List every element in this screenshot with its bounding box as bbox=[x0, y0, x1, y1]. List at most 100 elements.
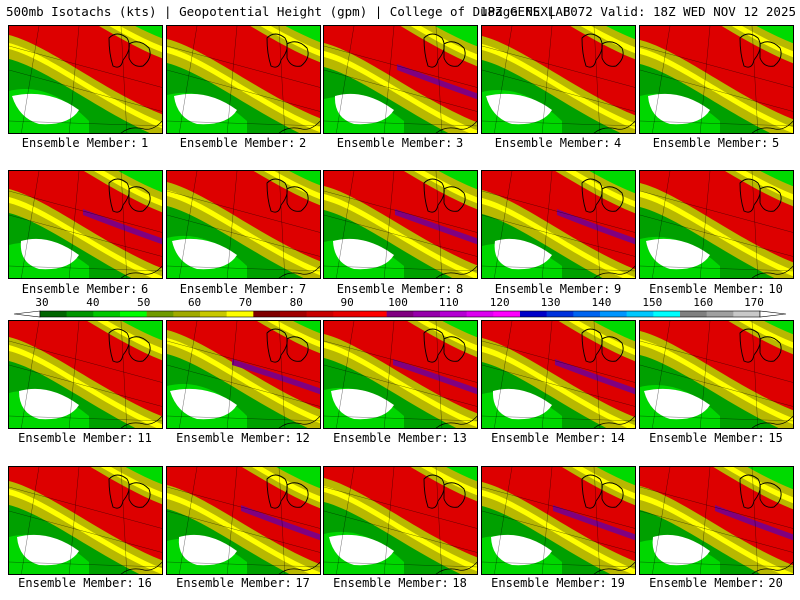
member-caption: Ensemble Member: 17 bbox=[164, 576, 322, 590]
member-caption-label: Ensemble Member: bbox=[21, 136, 138, 150]
isotach-map bbox=[324, 26, 477, 133]
member-caption-label: Ensemble Member: bbox=[333, 576, 449, 590]
member-number: 3 bbox=[455, 136, 464, 150]
ensemble-member-map bbox=[639, 25, 794, 134]
isotach-map bbox=[640, 26, 793, 133]
isotach-map bbox=[482, 467, 635, 574]
ensemble-member-map bbox=[481, 466, 636, 575]
ensemble-member-map bbox=[166, 25, 321, 134]
member-number: 10 bbox=[768, 282, 783, 296]
member-number: 11 bbox=[137, 431, 152, 445]
member-number: 4 bbox=[613, 136, 622, 150]
member-caption-label: Ensemble Member: bbox=[494, 282, 611, 296]
isotach-map bbox=[167, 26, 320, 133]
ensemble-member-map bbox=[639, 320, 794, 429]
member-caption-label: Ensemble Member: bbox=[179, 282, 296, 296]
colorbar-tick-label: 120 bbox=[489, 296, 510, 309]
member-number: 15 bbox=[768, 431, 783, 445]
colorbar-tick-label: 150 bbox=[642, 296, 663, 309]
isotach-map bbox=[167, 321, 320, 428]
member-number: 7 bbox=[298, 282, 307, 296]
member-caption: Ensemble Member: 8 bbox=[321, 282, 479, 296]
colorbar-tick-label: 160 bbox=[693, 296, 714, 309]
colorbar-swatch bbox=[573, 311, 601, 317]
map-title: 500mb Isotachs (kts) | Geopotential Heig… bbox=[6, 3, 796, 21]
colorbar-swatch bbox=[653, 311, 681, 317]
ensemble-member-map bbox=[481, 25, 636, 134]
colorbar-swatch bbox=[253, 311, 281, 317]
member-caption: Ensemble Member: 3 bbox=[321, 136, 479, 150]
ensemble-member-map bbox=[481, 320, 636, 429]
member-number: 8 bbox=[455, 282, 464, 296]
colorbar-swatch bbox=[173, 311, 201, 317]
member-caption-label: Ensemble Member: bbox=[179, 136, 296, 150]
colorbar-swatch bbox=[226, 311, 254, 317]
isotach-map bbox=[167, 467, 320, 574]
ensemble-member-map bbox=[166, 170, 321, 279]
member-caption-label: Ensemble Member: bbox=[491, 431, 607, 445]
colorbar-swatch bbox=[146, 311, 174, 317]
isotach-map bbox=[324, 171, 477, 278]
isotach-map bbox=[482, 321, 635, 428]
isotach-map bbox=[640, 171, 793, 278]
member-caption-label: Ensemble Member: bbox=[333, 431, 449, 445]
colorbar-tick-label: 90 bbox=[340, 296, 354, 309]
colorbar-tick-label: 170 bbox=[744, 296, 764, 309]
colorbar-tick-labels: 30 40 50 60 70 80 90 100 110 120 130 140 150 160 170 bbox=[0, 296, 800, 310]
colorbar-tick-label: 60 bbox=[187, 296, 202, 309]
ensemble-member-map bbox=[166, 466, 321, 575]
colorbar-swatch bbox=[626, 311, 654, 317]
member-caption: Ensemble Member: 16 bbox=[6, 576, 164, 590]
colorbar-tick-label: 110 bbox=[438, 296, 459, 309]
member-caption-label: Ensemble Member: bbox=[18, 576, 134, 590]
ensemble-member-map bbox=[323, 466, 478, 575]
member-caption: Ensemble Member: 12 bbox=[164, 431, 322, 445]
member-number: 20 bbox=[768, 576, 783, 590]
member-caption: Ensemble Member: 5 bbox=[637, 136, 795, 150]
member-number: 18 bbox=[452, 576, 467, 590]
member-caption: Ensemble Member: 20 bbox=[637, 576, 795, 590]
member-number: 6 bbox=[140, 282, 149, 296]
member-number: 9 bbox=[613, 282, 622, 296]
member-caption-label: Ensemble Member: bbox=[491, 576, 607, 590]
colorbar-swatch bbox=[333, 311, 361, 317]
member-caption-label: Ensemble Member: bbox=[176, 576, 292, 590]
member-caption: Ensemble Member: 9 bbox=[479, 282, 637, 296]
member-caption: Ensemble Member: 2 bbox=[164, 136, 322, 150]
isotach-map bbox=[640, 467, 793, 574]
member-number: 14 bbox=[610, 431, 625, 445]
isotach-map bbox=[167, 171, 320, 278]
member-caption: Ensemble Member: 7 bbox=[164, 282, 322, 296]
colorbar-swatch bbox=[466, 311, 494, 317]
member-number: 16 bbox=[137, 576, 152, 590]
ensemble-member-map bbox=[639, 466, 794, 575]
ensemble-member-map bbox=[323, 170, 478, 279]
member-caption-label: Ensemble Member: bbox=[649, 576, 765, 590]
colorbar-tick-label: 50 bbox=[137, 296, 151, 309]
colorbar-tick-label: 100 bbox=[388, 296, 408, 309]
colorbar-swatch bbox=[280, 311, 307, 317]
colorbar-swatch bbox=[120, 311, 147, 317]
colorbar-swatch bbox=[386, 311, 414, 317]
member-caption-label: Ensemble Member: bbox=[649, 282, 765, 296]
isotach-map bbox=[640, 321, 793, 428]
member-caption: Ensemble Member: 15 bbox=[637, 431, 795, 445]
member-number: 19 bbox=[610, 576, 625, 590]
colorbar-tick-label: 130 bbox=[540, 296, 561, 309]
colorbar-swatch bbox=[40, 311, 67, 317]
colorbar-swatch bbox=[600, 311, 627, 317]
colorbar-arrow-right bbox=[759, 310, 787, 318]
member-number: 17 bbox=[295, 576, 310, 590]
member-number: 13 bbox=[452, 431, 467, 445]
colorbar-swatch bbox=[200, 311, 227, 317]
colorbar-swatch bbox=[306, 311, 334, 317]
colorbar-swatch bbox=[520, 311, 547, 317]
member-caption-label: Ensemble Member: bbox=[21, 282, 138, 296]
isotach-map bbox=[9, 321, 162, 428]
ensemble-member-map bbox=[8, 25, 163, 134]
ensemble-member-map bbox=[8, 320, 163, 429]
member-caption: Ensemble Member: 19 bbox=[479, 576, 637, 590]
ensemble-member-map bbox=[323, 320, 478, 429]
isotach-map bbox=[9, 26, 162, 133]
colorbar-tick-label: 140 bbox=[591, 296, 612, 309]
